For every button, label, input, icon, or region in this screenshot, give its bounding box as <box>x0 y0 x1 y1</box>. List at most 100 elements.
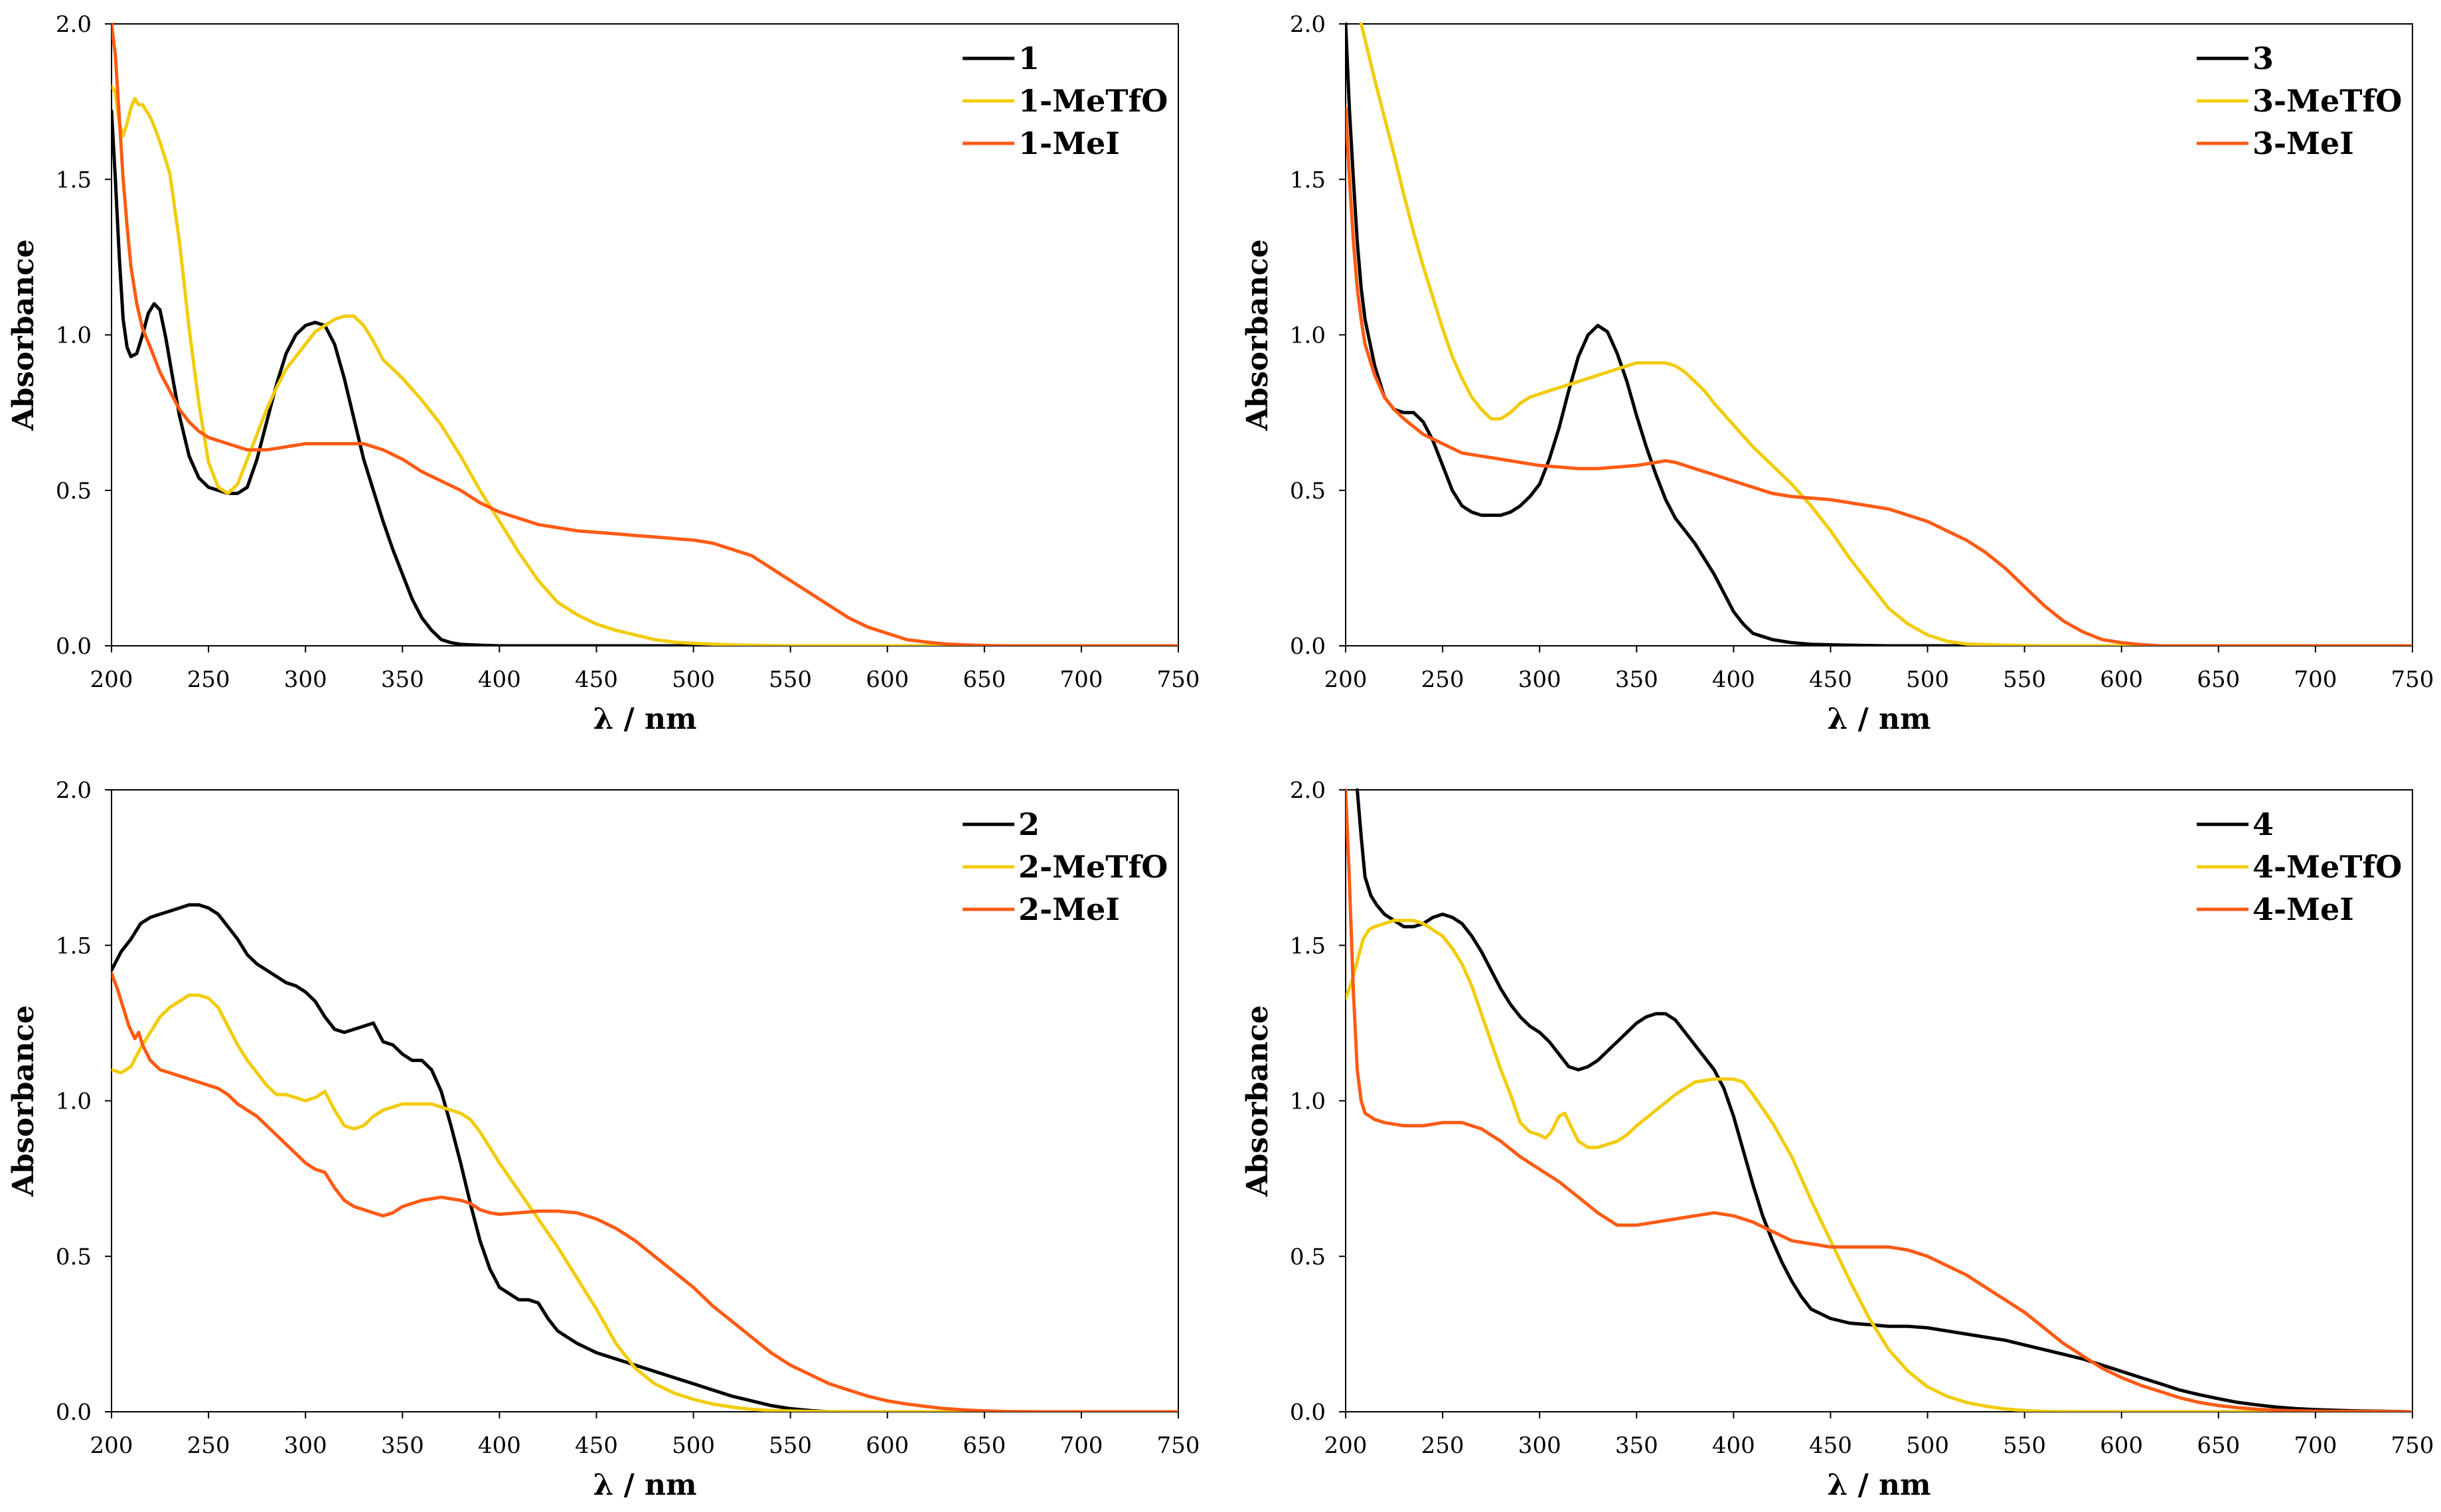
chart-panel-2: 200 250 300 350 400 450 500 550 600 650 700 750 0.0 0… <box>1241 11 2434 736</box>
y-tick-label: 0.0 <box>1290 1399 1326 1426</box>
legend-label-2: 2 <box>1018 806 1040 842</box>
legend-label-4-MeI: 4-MeI <box>2252 891 2354 927</box>
x-tick-label: 700 <box>2294 1432 2337 1459</box>
x-tick-label: 650 <box>963 1432 1006 1459</box>
legend-label-1-MeTfO: 1-MeTfO <box>1018 83 1168 119</box>
legend-label-4: 4 <box>2252 806 2274 842</box>
x-tick-label: 600 <box>866 666 909 693</box>
series-line-4 <box>1356 788 2412 1412</box>
x-tick-label: 750 <box>1157 1432 1200 1459</box>
y-tick-label: 2.0 <box>56 11 92 38</box>
x-tick-label: 550 <box>2003 1432 2046 1459</box>
x-tick-label: 750 <box>2391 666 2434 693</box>
y-tick-label: 0.5 <box>56 478 92 504</box>
y-tick-label: 0.0 <box>56 633 92 660</box>
legend-label-2-MeTfO: 2-MeTfO <box>1018 849 1168 885</box>
x-tick-label: 300 <box>1518 666 1561 693</box>
x-tick-label: 400 <box>1712 666 1755 693</box>
series-line-4-MeTfO <box>1346 919 2412 1412</box>
y-axis-title: Absorbance <box>1241 1005 1275 1197</box>
x-tick-label: 600 <box>2100 1432 2143 1459</box>
y-tick-label: 1.5 <box>56 933 92 959</box>
series-line-3-MeI <box>1346 106 2412 646</box>
x-tick-label: 550 <box>769 666 812 693</box>
y-tick-label: 1.0 <box>56 323 92 349</box>
x-tick-label: 400 <box>478 666 521 693</box>
x-tick-label: 650 <box>2197 1432 2240 1459</box>
y-axis-title: Absorbance <box>7 239 40 431</box>
x-axis-title: λ / nm <box>593 702 696 736</box>
x-tick-label: 300 <box>284 1432 327 1459</box>
x-tick-label: 700 <box>1060 1432 1103 1459</box>
x-tick-label: 550 <box>769 1432 812 1459</box>
y-tick-label: 1.0 <box>1290 1089 1326 1115</box>
x-tick-label: 350 <box>1615 1432 1658 1459</box>
x-tick-label: 450 <box>1809 1432 1852 1459</box>
x-tick-label: 450 <box>1809 666 1852 693</box>
x-tick-label: 500 <box>672 1432 715 1459</box>
x-tick-label: 750 <box>1157 666 1200 693</box>
x-tick-label: 400 <box>478 1432 521 1459</box>
x-axis-title: λ / nm <box>1827 702 1930 736</box>
x-tick-label: 650 <box>2197 666 2240 693</box>
chart-panel-3: 200 250 300 350 400 450 500 550 600 650 700 750 0.0 0… <box>7 777 1200 1502</box>
legend-label-3-MeTfO: 3-MeTfO <box>2252 83 2402 119</box>
legend-label-3-MeI: 3-MeI <box>2252 125 2354 161</box>
x-tick-label: 250 <box>187 666 230 693</box>
legend-label-3: 3 <box>2252 40 2274 76</box>
y-tick-label: 2.0 <box>56 777 92 804</box>
x-tick-label: 450 <box>575 666 618 693</box>
y-tick-label: 2.0 <box>1290 777 1326 804</box>
series-line-2-MeI <box>112 971 1178 1412</box>
y-tick-label: 1.5 <box>1290 167 1326 193</box>
x-tick-label: 500 <box>1906 1432 1949 1459</box>
x-tick-label: 250 <box>1421 666 1464 693</box>
y-tick-label: 1.5 <box>56 167 92 193</box>
x-tick-label: 550 <box>2003 666 2046 693</box>
y-tick-label: 1.0 <box>1290 323 1326 349</box>
x-tick-label: 500 <box>1906 666 1949 693</box>
x-tick-label: 700 <box>1060 666 1103 693</box>
x-tick-label: 200 <box>90 1432 133 1459</box>
legend-label-1-MeI: 1-MeI <box>1018 125 1120 161</box>
series-line-1-MeI <box>112 22 1178 646</box>
y-tick-label: 0.5 <box>1290 1244 1326 1270</box>
x-tick-label: 650 <box>963 666 1006 693</box>
x-tick-label: 200 <box>1324 666 1368 693</box>
chart-panel-4: 200 250 300 350 400 450 500 550 600 650 700 750 0.0 0… <box>1241 777 2434 1502</box>
y-axis-title: Absorbance <box>7 1005 40 1197</box>
y-tick-label: 0.5 <box>1290 478 1326 504</box>
x-tick-label: 350 <box>381 1432 424 1459</box>
legend-label-4-MeTfO: 4-MeTfO <box>2252 849 2402 885</box>
x-tick-label: 750 <box>2391 1432 2434 1459</box>
y-tick-label: 0.0 <box>56 1399 92 1426</box>
x-tick-label: 200 <box>1324 1432 1368 1459</box>
series-line-2 <box>112 903 1178 1412</box>
series-line-1 <box>112 109 1178 646</box>
y-tick-label: 2.0 <box>1290 11 1326 38</box>
chart-panel-1: 200 250 300 350 400 450 500 550 600 650 700 750 0.0 0… <box>7 11 1200 736</box>
series-line-3-MeTfO <box>1359 22 2412 646</box>
legend-label-2-MeI: 2-MeI <box>1018 891 1120 927</box>
series-line-4-MeI <box>1346 788 2412 1412</box>
x-tick-label: 250 <box>187 1432 230 1459</box>
x-tick-label: 200 <box>90 666 133 693</box>
legend-label-1: 1 <box>1018 40 1040 76</box>
x-tick-label: 250 <box>1421 1432 1464 1459</box>
x-tick-label: 300 <box>284 666 327 693</box>
y-tick-label: 0.5 <box>56 1244 92 1270</box>
y-axis-title: Absorbance <box>1241 239 1275 431</box>
x-tick-label: 700 <box>2294 666 2337 693</box>
series-line-1-MeTfO <box>112 84 1178 646</box>
x-axis-title: λ / nm <box>1827 1468 1930 1502</box>
x-tick-label: 600 <box>2100 666 2143 693</box>
series-line-2-MeTfO <box>112 993 1178 1412</box>
x-tick-label: 600 <box>866 1432 909 1459</box>
x-tick-label: 350 <box>1615 666 1658 693</box>
x-tick-label: 450 <box>575 1432 618 1459</box>
x-tick-label: 350 <box>381 666 424 693</box>
y-tick-label: 1.5 <box>1290 933 1326 959</box>
x-tick-label: 300 <box>1518 1432 1561 1459</box>
y-tick-label: 1.0 <box>56 1089 92 1115</box>
